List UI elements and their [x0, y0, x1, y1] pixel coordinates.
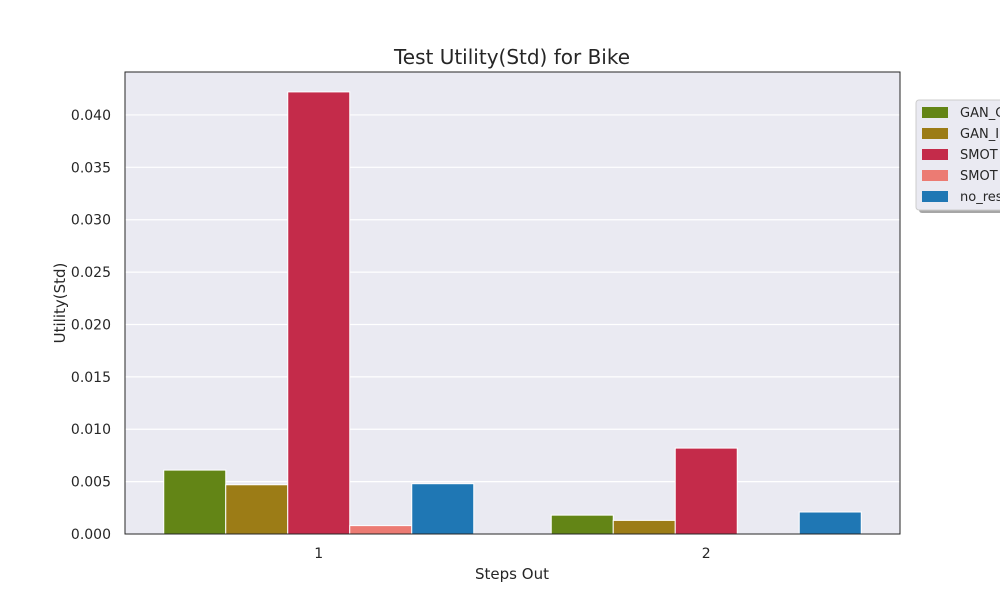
legend-label: SMOT: [960, 169, 998, 184]
x-tick-label: 2: [702, 546, 711, 562]
y-tick-label: 0.015: [71, 370, 111, 386]
legend-box: [915, 99, 1000, 211]
legend-label: GAN_C: [960, 106, 1000, 121]
bars: [163, 91, 862, 535]
y-tick-label: 0.010: [71, 422, 111, 438]
bar: [612, 519, 676, 535]
y-tick-label: 0.030: [71, 213, 111, 229]
legend-swatch: [922, 128, 948, 139]
gridlines: [125, 114, 900, 535]
legend-label: no_res: [960, 190, 1000, 205]
legend-label: GAN_I: [960, 127, 999, 142]
y-tick-label: 0.035: [71, 160, 111, 176]
legend-label: SMOT: [960, 148, 998, 163]
bar: [674, 447, 738, 535]
legend-swatch: [922, 170, 948, 181]
legend-swatch: [922, 149, 948, 160]
bar: [411, 483, 475, 535]
bar: [287, 91, 351, 535]
x-axis-label: Steps Out: [475, 565, 549, 583]
bar: [550, 514, 614, 535]
bar: [163, 469, 227, 535]
y-tick-label: 0.040: [71, 108, 111, 124]
legend: GAN_C GAN_I SMOT SMOT no_res: [915, 99, 1000, 213]
legend-swatch: [922, 191, 948, 202]
y-axis-label: Utility(Std): [51, 263, 69, 344]
y-axis-ticks: 0.000 0.005 0.010 0.015 0.020 0.025 0.030 0.035…: [71, 108, 111, 543]
legend-swatch: [922, 107, 948, 118]
bar: [798, 511, 862, 535]
y-tick-label: 0.025: [71, 265, 111, 281]
bar: [225, 484, 289, 535]
x-tick-label: 1: [314, 546, 323, 562]
plot-area: [125, 72, 900, 534]
plot-frame: [124, 71, 901, 535]
bar: [349, 525, 413, 535]
y-tick-label: 0.005: [71, 475, 111, 491]
chart-title: Test Utility(Std) for Bike: [393, 45, 630, 69]
y-tick-label: 0.020: [71, 317, 111, 333]
y-tick-label: 0.000: [71, 527, 111, 543]
